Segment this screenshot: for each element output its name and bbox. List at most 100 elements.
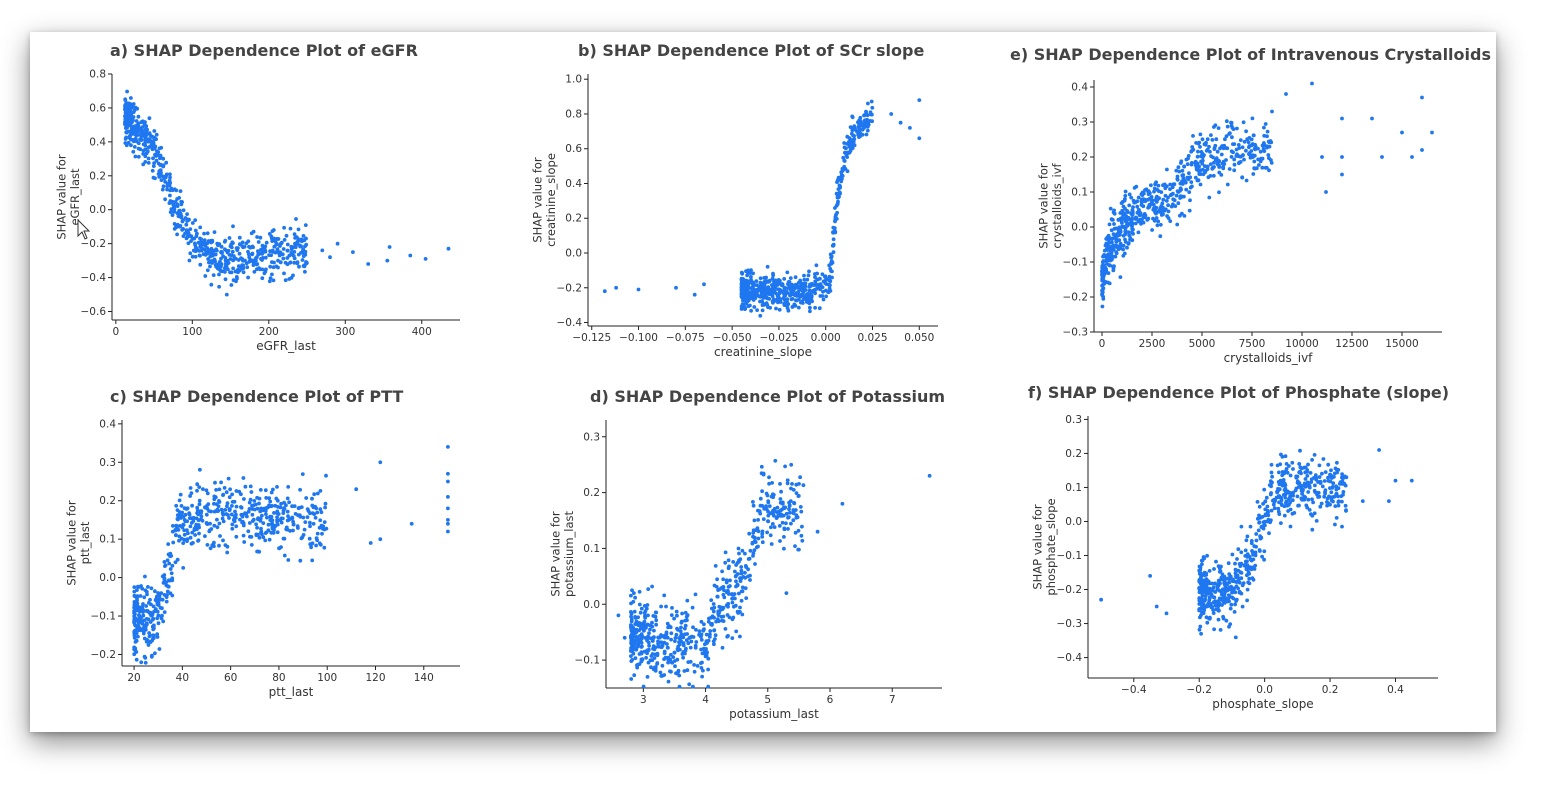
data-point	[190, 221, 195, 225]
data-point	[217, 242, 222, 246]
data-point	[1111, 247, 1116, 252]
data-point	[1123, 240, 1128, 244]
x-tick-label: 10000	[1285, 338, 1318, 350]
data-point	[1288, 524, 1293, 529]
data-point	[754, 545, 759, 550]
data-point	[1253, 553, 1258, 558]
data-point	[1305, 505, 1310, 510]
y-tick-label: 0.4	[565, 178, 582, 190]
data-point	[805, 277, 810, 282]
data-point	[221, 492, 226, 497]
data-point	[1133, 216, 1138, 221]
data-point	[189, 239, 193, 244]
x-axis-label: creatinine_slope	[714, 345, 812, 359]
data-point	[1246, 570, 1251, 575]
data-point	[735, 583, 740, 588]
data-point	[1215, 587, 1220, 592]
data-point	[1331, 481, 1336, 486]
data-point	[764, 504, 768, 509]
data-point	[811, 289, 815, 293]
data-point	[1214, 137, 1219, 142]
data-point	[672, 616, 676, 621]
data-point	[320, 248, 325, 253]
y-tick-label: 0.2	[1071, 152, 1088, 164]
data-point	[800, 538, 805, 543]
data-point	[731, 593, 736, 597]
y-tick-label: 1.0	[565, 74, 582, 86]
data-point	[446, 495, 450, 499]
data-point	[147, 634, 152, 639]
data-point	[1226, 587, 1231, 592]
data-point	[1199, 582, 1204, 587]
data-point	[285, 242, 290, 247]
data-point	[629, 619, 634, 624]
data-point	[1164, 199, 1169, 203]
data-point	[309, 545, 313, 550]
data-point	[829, 261, 833, 265]
data-point	[246, 529, 251, 534]
x-tick-label: 40	[176, 672, 189, 684]
data-point	[666, 625, 670, 630]
x-tick-label: −0.050	[713, 332, 752, 344]
data-point	[127, 134, 132, 138]
data-point	[744, 596, 749, 600]
data-point	[722, 588, 726, 593]
data-point	[634, 619, 639, 624]
data-point	[299, 251, 303, 255]
data-point	[639, 606, 644, 611]
data-point	[706, 684, 711, 689]
data-point	[1213, 599, 1217, 604]
data-point	[828, 289, 833, 293]
x-tick-label: 7500	[1239, 338, 1266, 350]
data-point	[751, 296, 756, 301]
x-tick-label: −0.4	[1121, 684, 1147, 696]
data-point	[659, 604, 663, 609]
data-point	[1262, 125, 1266, 130]
data-point	[245, 265, 250, 270]
data-point	[1286, 490, 1290, 495]
data-point	[1201, 555, 1206, 559]
data-point	[246, 509, 251, 514]
data-point	[1176, 165, 1181, 170]
data-point	[637, 652, 642, 656]
data-point	[155, 609, 160, 614]
data-point	[703, 654, 708, 659]
y-tick-label: −0.4	[1057, 652, 1083, 664]
data-point	[1141, 204, 1146, 209]
data-point	[770, 283, 774, 287]
data-point	[202, 238, 207, 243]
data-point	[835, 210, 839, 215]
data-point	[1262, 557, 1266, 562]
data-point	[246, 239, 251, 244]
data-point	[1195, 154, 1200, 159]
data-point	[643, 609, 648, 614]
data-point	[315, 491, 320, 496]
data-point	[203, 534, 207, 538]
data-point	[1329, 490, 1334, 495]
data-point	[1252, 159, 1257, 164]
data-point	[798, 287, 802, 292]
data-point	[299, 244, 303, 249]
data-point	[240, 240, 245, 245]
data-point	[193, 533, 198, 537]
data-point	[756, 529, 761, 534]
data-point	[1100, 304, 1105, 309]
data-point	[712, 628, 717, 632]
x-tick-label: −0.125	[572, 332, 611, 344]
data-point	[808, 305, 812, 310]
data-point	[1228, 131, 1232, 135]
data-point	[669, 631, 674, 636]
data-point	[791, 288, 796, 293]
data-point	[709, 622, 713, 627]
x-axis-label: ptt_last	[269, 685, 314, 699]
data-point	[1303, 465, 1308, 470]
data-point	[409, 521, 414, 526]
data-point	[1249, 541, 1254, 546]
data-point	[256, 249, 260, 254]
data-point	[1233, 602, 1237, 607]
data-point	[248, 259, 253, 263]
y-tick-label: 0.0	[1071, 222, 1088, 234]
data-point	[184, 222, 189, 227]
data-point	[293, 245, 298, 250]
